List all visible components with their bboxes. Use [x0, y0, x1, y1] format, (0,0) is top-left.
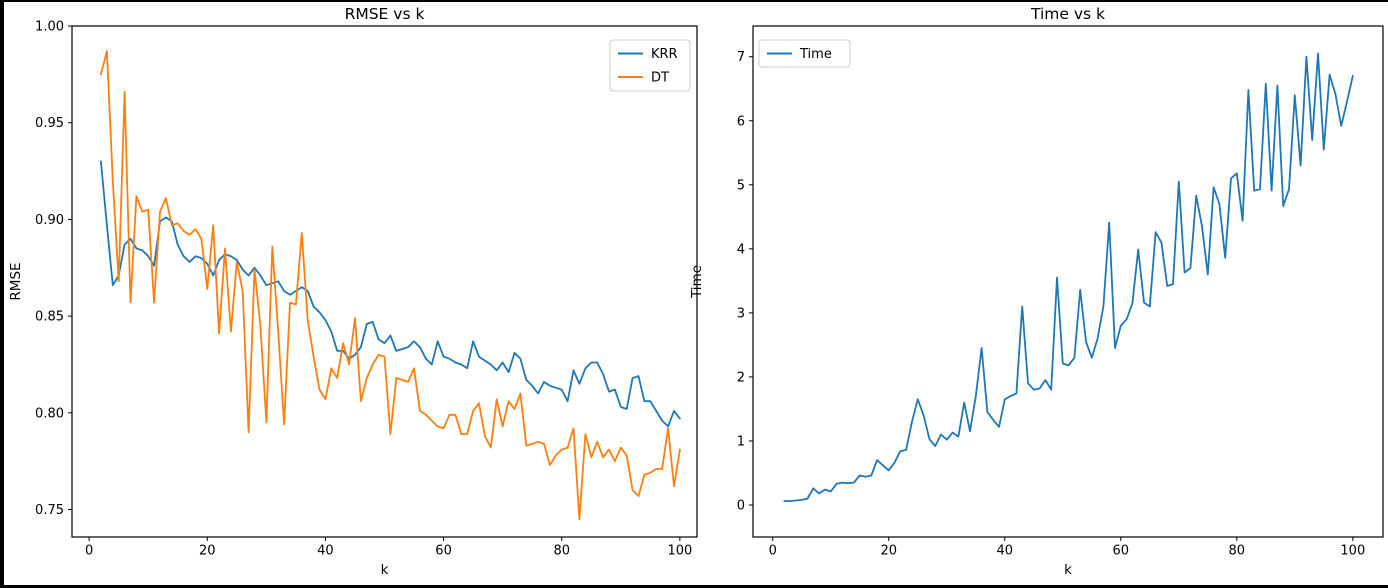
- dt-series-line: [100, 50, 681, 521]
- legend-box: [609, 39, 691, 92]
- x-tick-label: 20: [880, 544, 897, 559]
- x-tick-label: 40: [996, 544, 1013, 559]
- time-chart: 0 20 40 60 80 100 0 1 2 3 4 5 6 7 Time vs k k Time Time: [689, 5, 1384, 578]
- krr-series-line: [100, 160, 681, 428]
- y-tick-label: 4: [737, 242, 745, 257]
- y-tick-label: 1: [737, 434, 745, 449]
- y-tick-label: 0.90: [35, 213, 64, 228]
- legend-label: KRR: [651, 47, 678, 62]
- time-title: Time vs k: [1030, 5, 1105, 23]
- y-tick-label: 0.95: [35, 116, 64, 131]
- legend-label: Time: [799, 47, 832, 62]
- x-tick-label: 0: [85, 544, 93, 559]
- time-series-line: [783, 52, 1354, 503]
- time-xlabel: k: [1064, 562, 1072, 578]
- y-tick-label: 6: [737, 114, 745, 129]
- time-legend: Time: [758, 39, 851, 68]
- y-tick-label: 3: [737, 306, 745, 321]
- legend-box: [758, 39, 851, 68]
- y-tick-label: 1.00: [35, 20, 64, 35]
- y-tick-label: 0: [737, 498, 745, 513]
- x-tick-label: 100: [1340, 544, 1365, 559]
- rmse-xlabel: k: [381, 562, 389, 578]
- x-tick-label: 0: [769, 544, 777, 559]
- y-tick-label: 2: [737, 370, 745, 385]
- rmse-title: RMSE vs k: [345, 5, 425, 23]
- y-tick-label: 7: [737, 50, 745, 65]
- rmse-legend: KRR DT: [609, 39, 691, 92]
- y-tick-label: 0.75: [35, 503, 64, 518]
- time-ylabel: Time: [689, 265, 705, 299]
- x-tick-label: 40: [317, 544, 334, 559]
- y-tick-label: 0.85: [35, 310, 64, 325]
- x-tick-label: 20: [199, 544, 216, 559]
- x-tick-label: 60: [435, 544, 452, 559]
- x-tick-label: 80: [553, 544, 570, 559]
- legend-label: DT: [651, 71, 669, 86]
- time-axes-frame: [752, 25, 1384, 538]
- y-tick-label: 5: [737, 178, 745, 193]
- x-tick-label: 80: [1229, 544, 1246, 559]
- rmse-ylabel: RMSE: [8, 262, 24, 300]
- rmse-axes-frame: [71, 25, 698, 538]
- x-tick-label: 60: [1113, 544, 1130, 559]
- rmse-chart: 0 20 40 60 80 100 0.75 0.80 0.85 0.90 0.95 1.00 RMSE…: [8, 5, 698, 578]
- y-tick-label: 0.80: [35, 406, 64, 421]
- x-tick-label: 100: [667, 544, 692, 559]
